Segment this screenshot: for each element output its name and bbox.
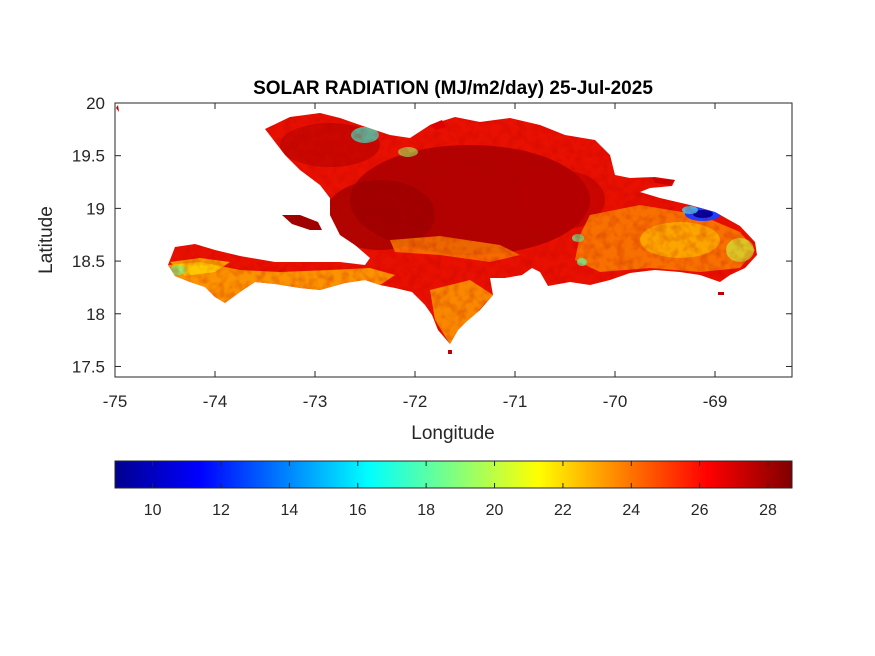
y-tick-label: 19 <box>86 199 105 218</box>
x-tick-label: -70 <box>603 392 628 411</box>
y-tick-label: 18.5 <box>72 252 105 271</box>
colorbar-tick-label: 26 <box>691 502 709 519</box>
colorbar-tick-label: 22 <box>554 502 572 519</box>
colorbar-ticks: 10 12 14 16 18 20 22 24 26 28 <box>144 461 777 519</box>
field-tortuga <box>430 120 446 130</box>
field-corner-speck <box>116 105 119 112</box>
colorbar <box>114 460 793 489</box>
colorbar-tick-label: 14 <box>280 502 298 519</box>
field-islet-ne <box>652 178 675 185</box>
x-tick-label: -75 <box>103 392 128 411</box>
colorbar-tick-label: 24 <box>622 502 640 519</box>
colorbar-tick-label: 16 <box>349 502 367 519</box>
field-gonave <box>282 215 322 230</box>
plot-frame <box>114 102 793 378</box>
x-tick-label: -71 <box>503 392 528 411</box>
y-axis-label: Latitude <box>36 206 57 274</box>
map-title: SOLAR RADIATION (MJ/m2/day) 25-Jul-2025 <box>253 78 653 99</box>
x-tick-label: -73 <box>303 392 328 411</box>
y-tick-label: 18 <box>86 305 105 324</box>
x-tick-label: -74 <box>203 392 228 411</box>
field-islet-se <box>718 292 724 295</box>
field-islet-s <box>448 350 452 354</box>
y-axis-ticks: 20 19.5 19 18.5 18 17.5 <box>72 94 792 376</box>
x-tick-label: -72 <box>403 392 428 411</box>
y-tick-label: 19.5 <box>72 147 105 166</box>
y-tick-label: 20 <box>86 94 105 113</box>
colorbar-tick-label: 10 <box>144 502 162 519</box>
colorbar-tick-label: 12 <box>212 502 230 519</box>
x-tick-label: -69 <box>703 392 728 411</box>
y-tick-label: 17.5 <box>72 357 105 376</box>
x-axis-label: Longitude <box>411 423 494 444</box>
colorbar-tick-label: 18 <box>417 502 435 519</box>
colorbar-tick-label: 28 <box>759 502 777 519</box>
colorbar-tick-label: 20 <box>486 502 504 519</box>
x-axis-ticks: -75 -74 -73 -72 -71 -70 -69 <box>103 103 728 411</box>
